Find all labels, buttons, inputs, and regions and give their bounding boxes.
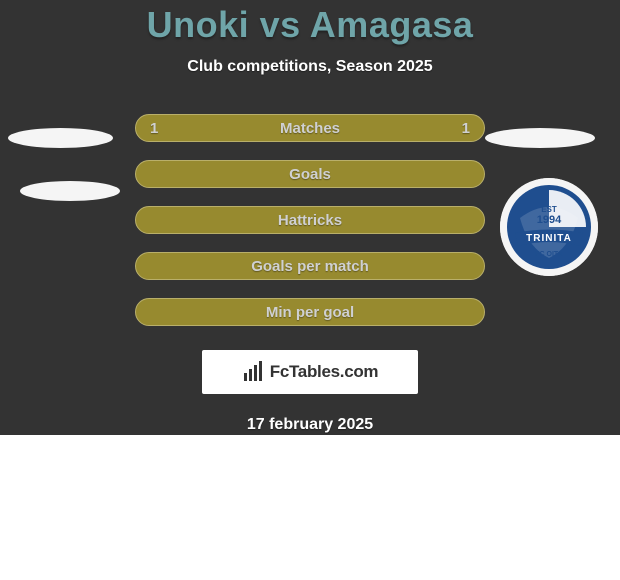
svg-text:EST: EST	[541, 205, 557, 214]
decor-ellipse-2	[20, 181, 120, 201]
stat-bar-label: Min per goal	[266, 304, 354, 321]
stat-bar-label: Hattricks	[278, 212, 342, 229]
svg-text:FC OITA: FC OITA	[535, 251, 562, 258]
page-title: Unoki vs Amagasa	[0, 4, 620, 46]
crest-svg: EST 1994 TRINITA FC OITA	[500, 178, 598, 276]
stat-bar: Goals per match	[135, 252, 485, 280]
stat-bar-label: Goals per match	[251, 258, 369, 275]
svg-text:TRINITA: TRINITA	[526, 233, 572, 244]
stat-bar: Matches 1 1	[135, 114, 485, 142]
stat-bar: Min per goal	[135, 298, 485, 326]
decor-ellipse-3	[485, 128, 595, 148]
stat-bar: Goals	[135, 160, 485, 188]
stat-bar: Hattricks	[135, 206, 485, 234]
stat-bars: Matches 1 1 Goals Hattricks Goals per match Mi…	[135, 114, 485, 326]
stat-right-value: 1	[462, 120, 470, 137]
subtitle: Club competitions, Season 2025	[0, 58, 620, 76]
stats-card: Unoki vs Amagasa Club competitions, Seas…	[0, 0, 620, 435]
decor-ellipse-1	[8, 128, 113, 148]
brand-text: FcTables.com	[270, 362, 379, 382]
brand-box: FcTables.com	[202, 350, 418, 394]
svg-text:1994: 1994	[537, 214, 562, 226]
club-crest: EST 1994 TRINITA FC OITA	[500, 178, 598, 276]
stat-bar-label: Matches	[280, 120, 340, 137]
footer-date: 17 february 2025	[0, 416, 620, 434]
stat-left-value: 1	[150, 120, 158, 137]
stat-bar-label: Goals	[289, 166, 331, 183]
bar-chart-icon	[242, 361, 264, 383]
